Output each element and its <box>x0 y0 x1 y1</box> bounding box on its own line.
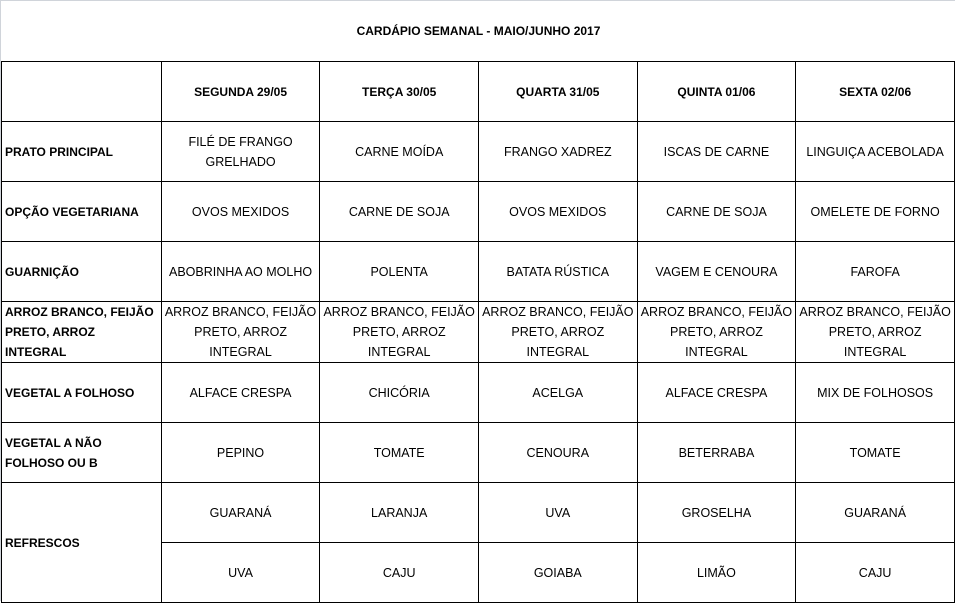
day-header: TERÇA 30/05 <box>319 61 479 122</box>
menu-cell: ARROZ BRANCO, FEIJÃO PRETO, ARROZ INTEGR… <box>477 301 638 363</box>
header-row: SEGUNDA 29/05 TERÇA 30/05 QUARTA 31/05 QUIN… <box>1 61 955 122</box>
row-label: VEGETAL A FOLHOSO <box>1 362 162 423</box>
menu-cell: OVOS MEXIDOS <box>160 181 321 242</box>
menu-cell: TOMATE <box>319 422 479 483</box>
row-label: PRATO PRINCIPAL <box>1 121 162 182</box>
menu-cell: ALFACE CRESPA <box>160 362 321 423</box>
table-row: REFRESCOS GUARANÁ LARANJA UVA GROSELHA GUARAN… <box>1 482 955 603</box>
day-header: SEGUNDA 29/05 <box>160 61 321 122</box>
menu-cell: ACELGA <box>477 362 638 423</box>
menu-cell: LARANJA <box>319 482 479 543</box>
menu-cell: ARROZ BRANCO, FEIJÃO PRETO, ARROZ INTEGR… <box>795 301 955 363</box>
day-header: SEXTA 02/06 <box>795 61 955 122</box>
row-label: ARROZ BRANCO, FEIJÃO PRETO, ARROZ INTEGR… <box>1 301 162 363</box>
menu-cell: VAGEM E CENOURA <box>636 241 797 302</box>
table-row: PRATO PRINCIPAL FILÉ DE FRANGO GRELHADO CA… <box>1 121 955 182</box>
menu-cell: CENOURA <box>477 422 638 483</box>
menu-cell: LIMÃO <box>636 542 797 603</box>
menu-cell: UVA <box>160 542 321 603</box>
table-row: ARROZ BRANCO, FEIJÃO PRETO, ARROZ INTEGR… <box>1 301 955 363</box>
menu-cell: ARROZ BRANCO, FEIJÃO PRETO, ARROZ INTEGR… <box>636 301 797 363</box>
menu-cell: TOMATE <box>795 422 955 483</box>
menu-cell: ARROZ BRANCO, FEIJÃO PRETO, ARROZ INTEGR… <box>160 301 321 363</box>
menu-cell: GUARANÁ <box>160 482 321 543</box>
menu-cell: OVOS MEXIDOS <box>477 181 638 242</box>
menu-cell: GROSELHA <box>636 482 797 543</box>
day-header: QUINTA 01/06 <box>636 61 797 122</box>
menu-cell: CARNE DE SOJA <box>319 181 479 242</box>
menu-cell: UVA <box>477 482 638 543</box>
row-label: GUARNIÇÃO <box>1 241 162 302</box>
table-row: VEGETAL A FOLHOSO ALFACE CRESPA CHICÓRIA AC… <box>1 362 955 423</box>
menu-cell: CHICÓRIA <box>319 362 479 423</box>
menu-cell: FILÉ DE FRANGO GRELHADO <box>160 121 321 182</box>
day-header: QUARTA 31/05 <box>477 61 638 122</box>
weekly-menu-table: SEGUNDA 29/05 TERÇA 30/05 QUARTA 31/05 QUIN… <box>1 61 955 603</box>
menu-cell: FAROFA <box>795 241 955 302</box>
menu-cell: FRANGO XADREZ <box>477 121 638 182</box>
menu-cell: BETERRABA <box>636 422 797 483</box>
menu-cell: OMELETE DE FORNO <box>795 181 955 242</box>
table-row: OPÇÃO VEGETARIANA OVOS MEXIDOS CARNE DE SO… <box>1 181 955 242</box>
menu-cell: LINGUIÇA ACEBOLADA <box>795 121 955 182</box>
menu-cell: CARNE DE SOJA <box>636 181 797 242</box>
menu-cell: ALFACE CRESPA <box>636 362 797 423</box>
table-row: GUARNIÇÃO ABOBRINHA AO MOLHO POLENTA BATATA… <box>1 241 955 302</box>
menu-cell: ISCAS DE CARNE <box>636 121 797 182</box>
menu-cell: ABOBRINHA AO MOLHO <box>160 241 321 302</box>
row-label: REFRESCOS <box>1 482 162 603</box>
menu-cell: ARROZ BRANCO, FEIJÃO PRETO, ARROZ INTEGR… <box>319 301 479 363</box>
row-label: VEGETAL A NÃO FOLHOSO OU B <box>1 422 162 483</box>
menu-cell: CARNE MOÍDA <box>319 121 479 182</box>
table-row: VEGETAL A NÃO FOLHOSO OU B PEPINO TOMATE CE… <box>1 422 955 483</box>
menu-cell: BATATA RÚSTICA <box>477 241 638 302</box>
menu-cell: MIX DE FOLHOSOS <box>795 362 955 423</box>
menu-cell: CAJU <box>319 542 479 603</box>
table-row: UVA CAJU GOIABA LIMÃO CAJU <box>2 542 955 603</box>
menu-cell: POLENTA <box>319 241 479 302</box>
menu-cell: GOIABA <box>477 542 638 603</box>
row-label: OPÇÃO VEGETARIANA <box>1 181 162 242</box>
menu-title: CARDÁPIO SEMANAL - MAIO/JUNHO 2017 <box>356 24 601 38</box>
menu-cell: GUARANÁ <box>795 482 955 543</box>
menu-cell: CAJU <box>795 542 955 603</box>
header-corner-cell <box>1 61 162 122</box>
menu-cell: PEPINO <box>160 422 321 483</box>
